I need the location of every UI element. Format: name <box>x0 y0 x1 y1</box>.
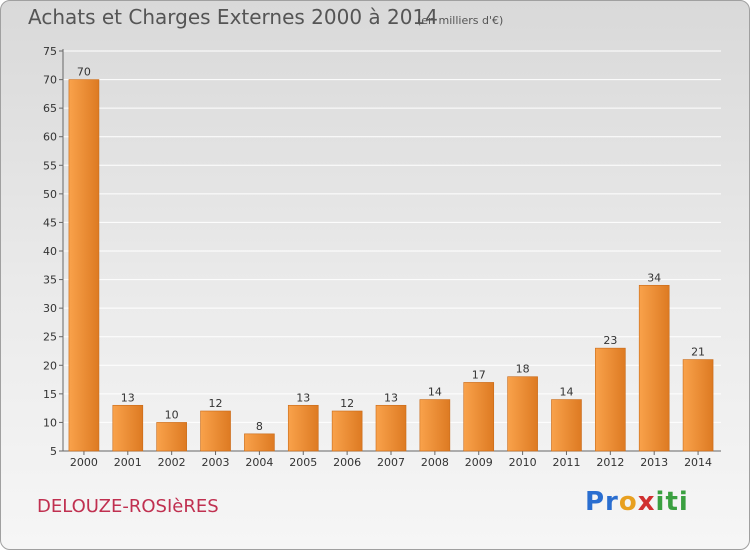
labels: 5 10 15 20 25 30 35 40 45 50 55 60 65 70 75 70 2000 13 200… <box>43 45 712 469</box>
x-tick-label-2012: 2012 <box>596 456 624 469</box>
data-label-2010: 18 <box>516 363 530 376</box>
bar-2004 <box>244 433 275 452</box>
x-tick-label-2013: 2013 <box>640 456 668 469</box>
y-tick-label-20: 20 <box>43 359 57 372</box>
x-tick-label-2004: 2004 <box>245 456 273 469</box>
bar-2013 <box>638 284 670 452</box>
y-tick-label-70: 70 <box>43 74 57 87</box>
proxiti-logo: Proxiti <box>585 487 689 517</box>
chart-subtitle: (en milliers d'€) <box>417 14 504 27</box>
bars <box>68 79 714 452</box>
x-tick-label-2000: 2000 <box>70 456 98 469</box>
bar-2001 <box>112 404 144 452</box>
bar-2011 <box>551 399 582 452</box>
x-tick-label-2008: 2008 <box>421 456 449 469</box>
y-tick-label-10: 10 <box>43 416 57 429</box>
x-tick-label-2009: 2009 <box>465 456 493 469</box>
bar-2006 <box>331 410 363 452</box>
data-label-2006: 12 <box>340 397 354 410</box>
bar-2000 <box>68 79 100 452</box>
y-tick-label-15: 15 <box>43 388 57 401</box>
y-tick-label-65: 65 <box>43 102 57 115</box>
commune-name: DELOUZE-ROSIèRES <box>37 496 219 517</box>
data-label-2009: 17 <box>472 368 486 381</box>
x-tick-label-2006: 2006 <box>333 456 361 469</box>
data-label-2000: 70 <box>77 66 91 79</box>
x-tick-label-2002: 2002 <box>158 456 186 469</box>
data-label-2004: 8 <box>256 420 263 433</box>
y-tick-label-35: 35 <box>43 274 57 287</box>
y-tick-label-5: 5 <box>50 445 57 458</box>
y-tick-label-60: 60 <box>43 131 57 144</box>
x-tick-label-2007: 2007 <box>377 456 405 469</box>
x-tick-label-2001: 2001 <box>114 456 142 469</box>
data-label-2014: 21 <box>691 346 705 359</box>
y-tick-label-75: 75 <box>43 45 57 58</box>
data-label-2007: 13 <box>384 391 398 404</box>
y-tick-label-55: 55 <box>43 159 57 172</box>
chart-title: Achats et Charges Externes 2000 à 2014 <box>28 5 438 29</box>
x-tick-label-2005: 2005 <box>289 456 317 469</box>
data-label-2001: 13 <box>121 391 135 404</box>
bar-2002 <box>156 422 187 452</box>
data-label-2012: 23 <box>603 334 617 347</box>
bar-2012 <box>595 347 626 452</box>
y-tick-label-45: 45 <box>43 216 57 229</box>
bar-2010 <box>507 376 538 452</box>
y-tick-label-30: 30 <box>43 302 57 315</box>
bar-2008 <box>419 399 451 452</box>
bar-2007 <box>375 404 407 452</box>
x-tick-label-2003: 2003 <box>202 456 230 469</box>
bar-2009 <box>463 382 495 452</box>
x-tick-label-2011: 2011 <box>552 456 580 469</box>
data-label-2002: 10 <box>165 408 179 421</box>
data-label-2013: 34 <box>647 271 661 284</box>
bar-2014 <box>682 359 714 452</box>
data-label-2008: 14 <box>428 386 442 399</box>
data-label-2011: 14 <box>559 386 573 399</box>
bar-2003 <box>200 410 231 452</box>
x-tick-label-2014: 2014 <box>684 456 712 469</box>
y-tick-label-40: 40 <box>43 245 57 258</box>
data-label-2005: 13 <box>296 391 310 404</box>
data-label-2003: 12 <box>209 397 223 410</box>
bar-2005 <box>287 404 319 452</box>
y-tick-label-50: 50 <box>43 188 57 201</box>
y-tick-label-25: 25 <box>43 331 57 344</box>
x-tick-label-2010: 2010 <box>509 456 537 469</box>
